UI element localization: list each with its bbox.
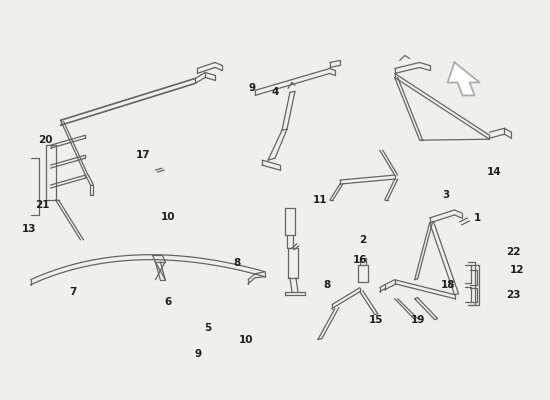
Text: 19: 19: [410, 314, 425, 324]
Text: 9: 9: [195, 350, 202, 360]
Text: 5: 5: [205, 322, 212, 332]
Text: 4: 4: [271, 87, 279, 97]
Polygon shape: [448, 62, 480, 95]
Text: 10: 10: [161, 212, 175, 222]
Text: 17: 17: [136, 150, 151, 160]
Text: 3: 3: [442, 190, 449, 200]
Text: 15: 15: [368, 314, 383, 324]
Text: 11: 11: [312, 195, 327, 205]
Text: 9: 9: [249, 83, 256, 93]
Text: 2: 2: [359, 235, 366, 245]
Text: 8: 8: [323, 280, 331, 290]
Text: 23: 23: [506, 290, 521, 300]
Text: 7: 7: [69, 287, 76, 297]
Text: 22: 22: [506, 247, 521, 257]
Text: 20: 20: [39, 135, 53, 145]
Text: 8: 8: [233, 258, 241, 268]
Text: 14: 14: [487, 167, 502, 177]
Text: 6: 6: [164, 297, 172, 307]
Text: 12: 12: [510, 265, 525, 275]
Text: 16: 16: [353, 255, 367, 265]
Text: 18: 18: [441, 280, 455, 290]
Text: 13: 13: [21, 224, 36, 234]
Text: 10: 10: [239, 334, 254, 344]
Text: 1: 1: [474, 213, 481, 223]
Text: 21: 21: [35, 200, 50, 210]
